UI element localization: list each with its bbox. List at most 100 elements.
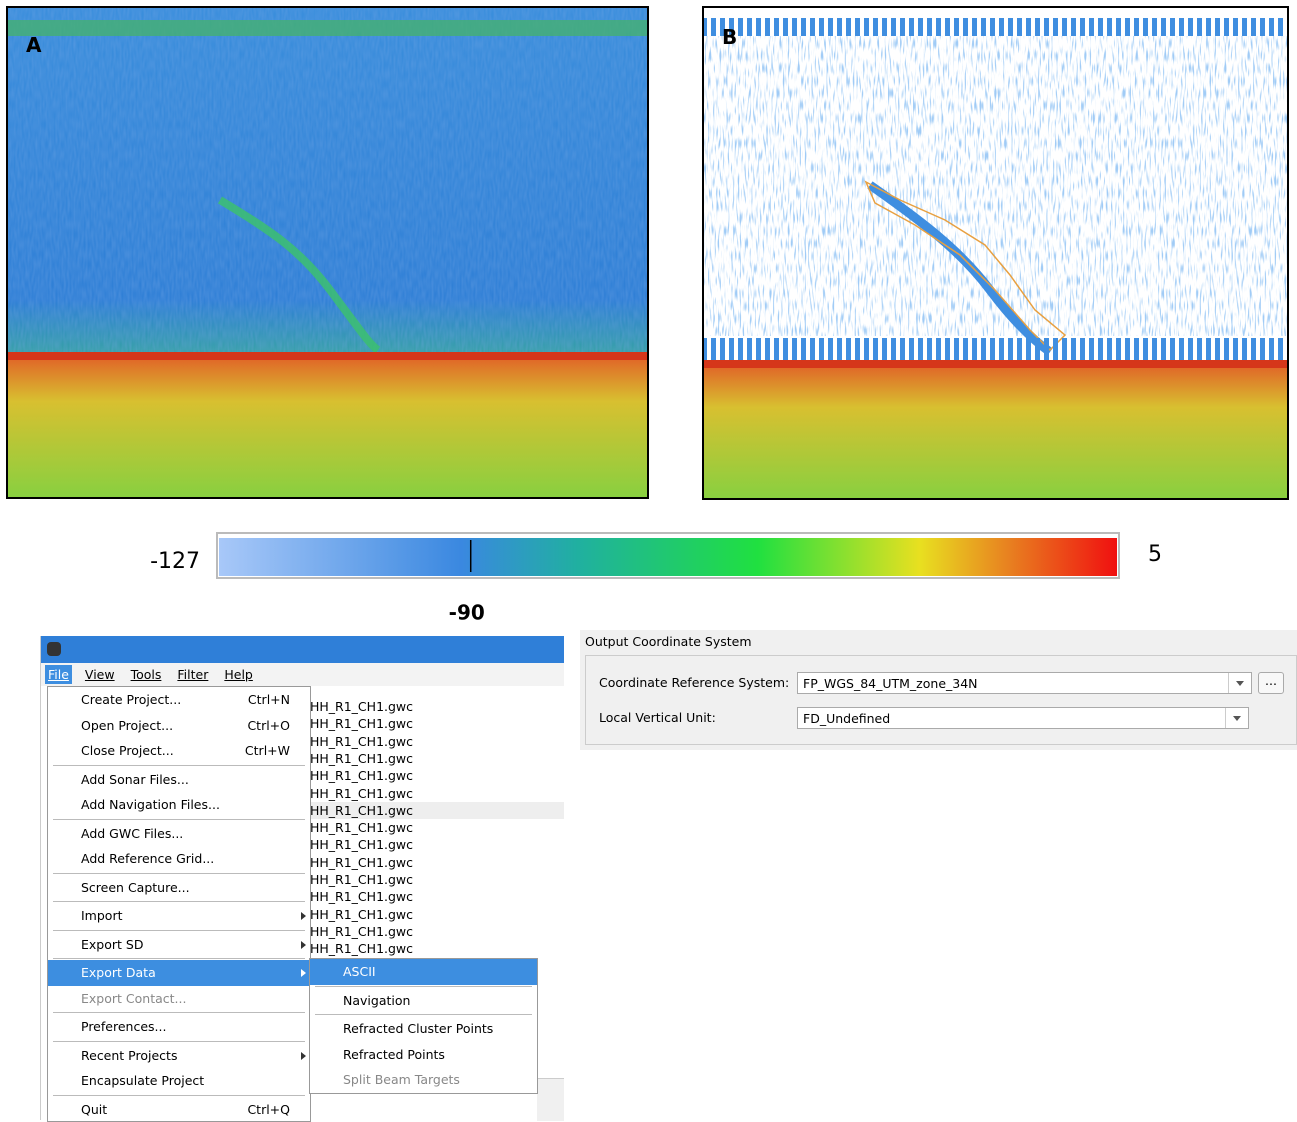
menu-item-label: Preferences... — [81, 1014, 166, 1040]
file-item[interactable]: HH_R1_CH1.gwc — [310, 750, 564, 767]
file-item[interactable]: HH_R1_CH1.gwc — [310, 785, 564, 802]
surface-band — [7, 20, 648, 36]
echogram-a — [7, 7, 648, 498]
menu-item-label: Export SD — [81, 932, 143, 958]
menu-item-label: Refracted Cluster Points — [343, 1016, 493, 1042]
menu-item[interactable]: Refracted Points — [310, 1042, 537, 1068]
combo-value: FP_WGS_84_UTM_zone_34N — [803, 673, 978, 695]
menu-item: Export Contact... — [48, 986, 310, 1012]
combo-dropdown[interactable] — [1228, 673, 1251, 693]
menu-item[interactable]: ASCII — [310, 959, 537, 985]
menu-item-label: Encapsulate Project — [81, 1068, 204, 1094]
menu-item-label: Export Data — [81, 960, 156, 986]
menu-item[interactable]: Export SD — [48, 932, 310, 958]
menu-bar-item[interactable]: Tools — [128, 665, 165, 684]
menu-bar-item[interactable]: File — [45, 665, 72, 684]
menu-item-label: Refracted Points — [343, 1042, 445, 1068]
file-item[interactable]: HH_R1_CH1.gwc — [310, 715, 564, 732]
menu-item[interactable]: Add Reference Grid... — [48, 846, 310, 872]
file-item[interactable]: HH_R1_CH1.gwc — [310, 871, 564, 888]
status-area — [537, 1078, 564, 1121]
colorbar-marker-label: -90 — [449, 601, 485, 625]
menu-item-label: Add Navigation Files... — [81, 792, 220, 818]
title-bar — [41, 636, 564, 663]
menu-item-label: Recent Projects — [81, 1043, 177, 1069]
field-label: Coordinate Reference System: — [599, 675, 789, 690]
menu-item-label: Close Project... — [81, 738, 174, 764]
bottom-band — [703, 338, 1288, 360]
menu-item-label: Add Reference Grid... — [81, 846, 214, 872]
combo-value: FD_Undefined — [803, 708, 890, 730]
bottom-line — [7, 352, 648, 360]
bottom — [7, 360, 648, 498]
menu-item[interactable]: Open Project...Ctrl+O — [48, 713, 310, 739]
menu-item-label: Add Sonar Files... — [81, 767, 189, 793]
menu-item[interactable]: Export Data — [48, 960, 310, 986]
combo-box[interactable]: FD_Undefined — [797, 707, 1249, 729]
combo-dropdown[interactable] — [1225, 708, 1248, 728]
menu-bar-item[interactable]: Help — [221, 665, 256, 684]
menu-item: Split Beam Targets — [310, 1067, 537, 1093]
figure: A B -127 5 -90 — [0, 0, 1297, 630]
menu-bar-item[interactable]: View — [82, 665, 118, 684]
menu-item-label: Import — [81, 903, 123, 929]
submenu-arrow — [301, 912, 306, 920]
submenu-arrow — [301, 941, 306, 949]
file-item[interactable]: HH_R1_CH1.gwc — [310, 819, 564, 836]
menu-shortcut: Ctrl+Q — [247, 1097, 290, 1122]
texture — [7, 7, 648, 352]
file-item[interactable]: HH_R1_CH1.gwc — [310, 733, 564, 750]
menu-item-label: Split Beam Targets — [343, 1067, 460, 1093]
menu-item-label: Export Contact... — [81, 986, 186, 1012]
menu-item[interactable]: Navigation — [310, 988, 537, 1014]
menu-item-label: Add GWC Files... — [81, 821, 183, 847]
menu-item-label: ASCII — [343, 959, 376, 985]
group-title: Output Coordinate System — [585, 634, 752, 649]
colorbar-min: -127 — [150, 549, 200, 574]
menu-bar-item[interactable]: Filter — [174, 665, 211, 684]
file-item[interactable]: HH_R1_CH1.gwc — [310, 854, 564, 871]
menu-item[interactable]: Create Project... Ctrl+N — [48, 687, 310, 713]
file-item[interactable]: HH_R1_CH1.gwc — [310, 888, 564, 905]
menu-shortcut: Ctrl+N — [248, 687, 290, 713]
browse-button[interactable]: ... — [1258, 672, 1284, 694]
combo-box[interactable]: FP_WGS_84_UTM_zone_34N — [797, 672, 1252, 694]
menu-item[interactable]: Add GWC Files... — [48, 821, 310, 847]
menu-item[interactable]: Recent Projects — [48, 1043, 310, 1069]
file-item[interactable]: HH_R1_CH1.gwc — [310, 906, 564, 923]
app-icon — [47, 642, 61, 656]
menu-item[interactable]: Encapsulate Project — [48, 1068, 310, 1094]
file-item[interactable]: HH_R1_CH1.gwc — [310, 802, 564, 819]
panel-label: A — [26, 33, 42, 57]
menu-item[interactable]: Import — [48, 903, 310, 929]
file-item[interactable]: HH_R1_CH1.gwc — [310, 940, 564, 957]
bottom — [703, 368, 1288, 499]
menu-item[interactable]: Preferences... — [48, 1014, 310, 1040]
menu-shortcut: Ctrl+W — [245, 738, 290, 764]
submenu-arrow — [301, 1052, 306, 1060]
file-item[interactable]: HH_R1_CH1.gwc — [310, 698, 564, 715]
menu-item[interactable]: Screen Capture... — [48, 875, 310, 901]
file-item[interactable]: HH_R1_CH1.gwc — [310, 923, 564, 940]
field-label: Local Vertical Unit: — [599, 710, 716, 725]
menu-item[interactable]: Close Project... Ctrl+W — [48, 738, 310, 764]
menu-item-label: Screen Capture... — [81, 875, 190, 901]
bottom-line — [703, 360, 1288, 368]
menu-bar: File View Tools Filter Help — [41, 663, 564, 686]
colorbar-max: 5 — [1148, 542, 1162, 567]
menu-shortcut: Ctrl+O — [247, 713, 290, 739]
menu-item-label: Navigation — [343, 988, 410, 1014]
menu-item[interactable]: Add Sonar Files... — [48, 767, 310, 793]
dialog: Output Coordinate System Coordinate Refe… — [580, 630, 1297, 750]
panel-label: B — [722, 25, 737, 49]
menu-item[interactable]: Refracted Cluster Points — [310, 1016, 537, 1042]
menu-item[interactable]: Add Navigation Files... — [48, 792, 310, 818]
menu-item-label: Create Project... — [81, 687, 181, 713]
file-item[interactable]: HH_R1_CH1.gwc — [310, 836, 564, 853]
file-item[interactable]: HH_R1_CH1.gwc — [310, 767, 564, 784]
